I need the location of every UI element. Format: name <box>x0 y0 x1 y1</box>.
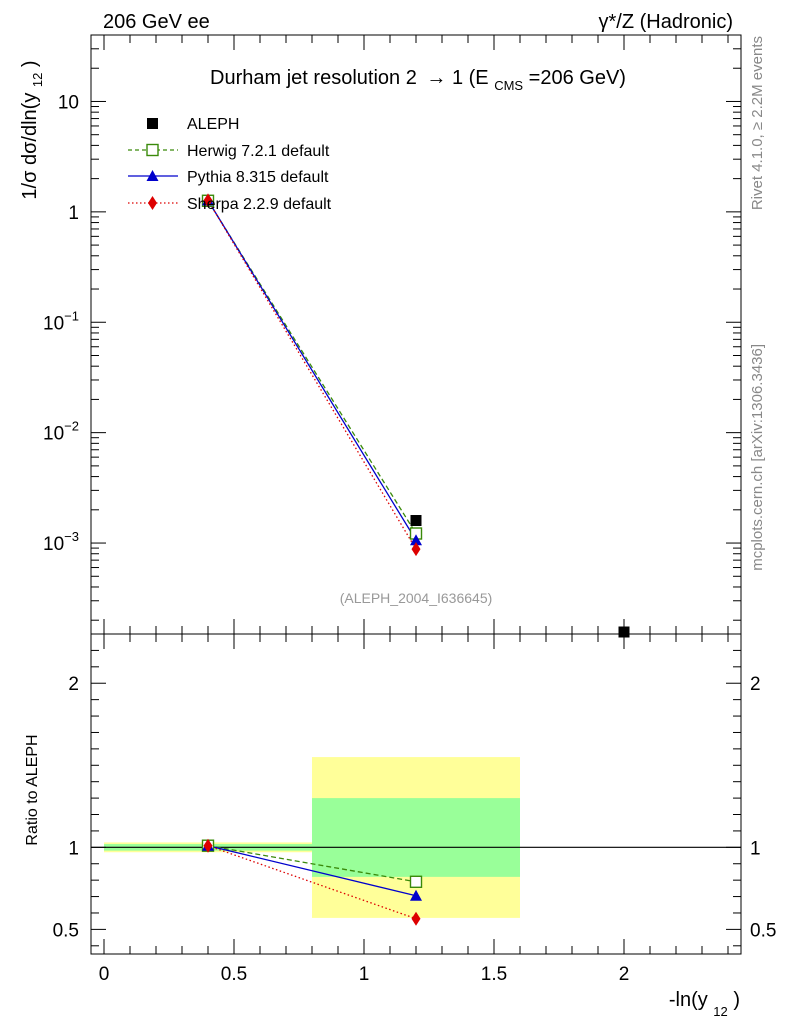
series-point-2-1 <box>411 542 421 557</box>
main-ytick-label: 10−2 <box>43 419 79 445</box>
series-point-0-1 <box>409 875 423 888</box>
mcplots-label: mcplots.cern.ch [arXiv:1306.3436] <box>749 344 766 571</box>
series-line-1 <box>207 845 417 897</box>
main-ylabel: 1/σ dσ/dln(y 12 ) <box>19 60 47 199</box>
series-line-2 <box>207 200 417 550</box>
legend-label-aleph: ALEPH <box>187 116 239 133</box>
data-point-aleph-2 <box>618 626 630 638</box>
legend-entry-aleph: ALEPH <box>147 116 239 133</box>
main-ytick-label: 10−1 <box>43 308 79 334</box>
main-ytick-label: 10−3 <box>43 529 79 555</box>
ratio-ytick-label-left: 2 <box>68 674 79 695</box>
ratio-xtick-label: 1.5 <box>481 964 507 985</box>
legend-label-herwig: Herwig 7.2.1 default <box>187 143 330 160</box>
ratio-ylabel: Ratio to ALEPH <box>24 734 41 845</box>
series-point-2-1 <box>411 911 421 926</box>
ratio-xtick-label: 0.5 <box>221 964 247 985</box>
ratio-xtick-label: 2 <box>619 964 630 985</box>
ratio-ytick-label-right: 1 <box>750 838 761 859</box>
ratio-xtick-label: 1 <box>359 964 370 985</box>
ratio-ytick-label-left: 1 <box>68 838 79 859</box>
series-point-1-1 <box>410 534 422 546</box>
main-axis-ticks: 10 1 10−1 10−2 10−3 <box>43 34 741 634</box>
series-line-2 <box>207 845 417 920</box>
legend: ALEPH Herwig 7.2.1 default Pythia 8.315 … <box>128 116 332 213</box>
series-point-2-0 <box>203 838 213 853</box>
chart-title: Durham jet resolution 2 → 1 (E CMS =206 … <box>210 67 626 95</box>
series-point-2-0 <box>203 193 213 208</box>
legend-entry-herwig: Herwig 7.2.1 default <box>128 143 330 160</box>
ratio-xtick-label: 0 <box>99 964 110 985</box>
legend-entry-pythia: Pythia 8.315 default <box>128 169 329 186</box>
series-line-0 <box>207 845 417 883</box>
analysis-watermark: (ALEPH_2004_I636645) <box>340 590 493 606</box>
legend-marker-pythia <box>146 170 159 181</box>
xlabel: -ln(y 12 ) <box>669 989 740 1021</box>
series-point-1-1 <box>410 889 422 901</box>
data-point-aleph-1 <box>410 515 422 527</box>
legend-marker-aleph <box>147 118 158 129</box>
legend-marker-sherpa <box>148 196 157 210</box>
ratio-ytick-label-right: 0.5 <box>750 920 776 941</box>
ratio-ytick-label-right: 2 <box>750 674 761 695</box>
rivet-label: Rivet 4.1.0, ≥ 2.2M events <box>749 36 766 210</box>
legend-entry-sherpa: Sherpa 2.2.9 default <box>128 196 332 213</box>
header-left: 206 GeV ee <box>103 11 210 33</box>
ratio-band-green-1 <box>312 798 520 877</box>
ratio-ytick-label-left: 0.5 <box>53 920 79 941</box>
main-ytick-label: 10 <box>58 92 79 113</box>
main-ytick-label: 1 <box>68 203 79 224</box>
series-line-1 <box>207 200 417 541</box>
header-right: γ*/Z (Hadronic) <box>599 11 733 33</box>
legend-label-sherpa: Sherpa 2.2.9 default <box>187 196 332 213</box>
ratio-axis-ticks: 0.5 0.5 1 1 2 2 0 0.5 1 1.5 2 <box>53 634 776 985</box>
main-series-group <box>201 193 630 638</box>
legend-label-pythia: Pythia 8.315 default <box>187 169 329 186</box>
legend-marker-herwig <box>146 143 159 157</box>
ratio-series-group <box>201 838 423 926</box>
